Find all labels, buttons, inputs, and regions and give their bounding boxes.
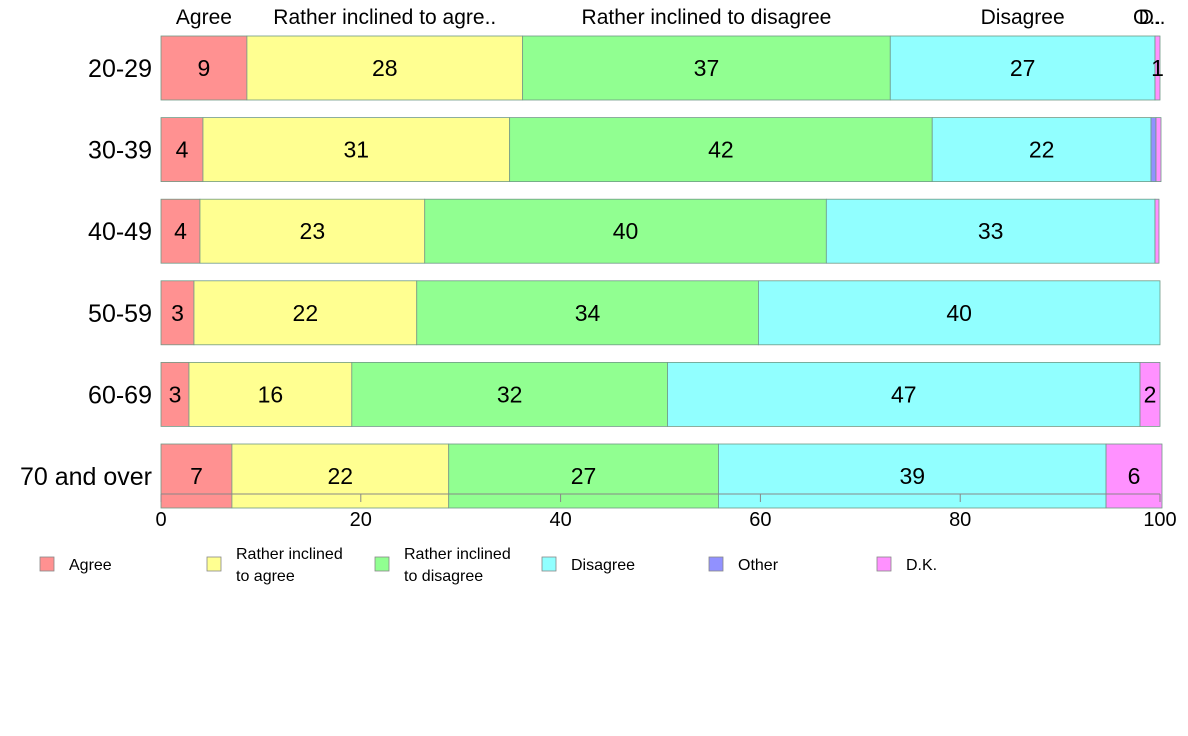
data-label: 27 <box>571 463 597 489</box>
series-top-label: O.. <box>1133 6 1161 29</box>
bar-segment <box>1139 361 1161 427</box>
legend-swatch <box>206 556 222 572</box>
data-label: 16 <box>258 381 284 407</box>
data-label: 42 <box>708 137 734 163</box>
legend-label: Agree <box>69 557 112 574</box>
data-label: 2 <box>1144 381 1157 407</box>
bar-segment <box>509 117 933 182</box>
x-tick-label: 0 <box>155 509 166 531</box>
data-label: 4 <box>174 218 187 244</box>
legend-label: to agree <box>236 568 295 585</box>
bar-segment <box>199 198 426 264</box>
data-label: 22 <box>328 463 354 489</box>
bar-segment <box>758 280 1161 346</box>
data-label: 4 <box>176 137 189 163</box>
data-label: 37 <box>694 55 720 81</box>
category-label: 40-49 <box>88 218 152 246</box>
x-tick-label: 40 <box>549 509 571 531</box>
bar-segment <box>231 443 450 509</box>
legend-label: Disagree <box>571 557 635 574</box>
bar-segment <box>448 443 719 509</box>
bar-segment <box>1150 117 1157 182</box>
data-label: 22 <box>1029 137 1055 163</box>
data-label: 9 <box>198 55 211 81</box>
data-label: 7 <box>190 463 203 489</box>
legend-label: Other <box>738 557 779 574</box>
data-label: 34 <box>575 300 601 326</box>
category-label: 60-69 <box>88 381 152 409</box>
data-label: 3 <box>169 381 182 407</box>
bar-segment <box>889 35 1156 101</box>
legend-swatch <box>39 556 55 572</box>
data-label: 32 <box>497 381 523 407</box>
bar-segment <box>416 280 759 346</box>
data-label: 40 <box>613 218 639 244</box>
bar-segment <box>1154 198 1160 264</box>
category-label: 70 and over <box>20 463 152 491</box>
category-label: 50-59 <box>88 300 152 328</box>
x-tick-label: 20 <box>350 509 372 531</box>
bar-segment <box>1105 443 1163 509</box>
legend-label: to disagree <box>404 568 483 585</box>
x-tick-label: 80 <box>949 509 971 531</box>
legend-label: Rather inclined <box>236 546 343 563</box>
bar-segment <box>202 117 511 182</box>
data-label: 39 <box>899 463 925 489</box>
bar-segment <box>931 117 1152 182</box>
legend-swatch <box>708 556 724 572</box>
data-label: 33 <box>978 218 1004 244</box>
x-tick-label: 100 <box>1143 509 1176 531</box>
bar-segment <box>351 361 668 427</box>
x-tick-label: 60 <box>749 509 771 531</box>
data-label: 28 <box>372 55 398 81</box>
legend-swatch <box>374 556 390 572</box>
legend-swatch <box>876 556 892 572</box>
bar-segment <box>246 35 524 101</box>
data-label: 31 <box>344 137 370 163</box>
data-label: 40 <box>946 300 972 326</box>
bar-segment <box>193 280 418 346</box>
bar-segment <box>160 35 248 101</box>
series-top-label: Disagree <box>981 6 1065 29</box>
legend-swatch <box>541 556 557 572</box>
bar-segment <box>825 198 1156 264</box>
data-label: 27 <box>1010 55 1036 81</box>
data-label: 3 <box>171 300 184 326</box>
legend-label: D.K. <box>906 557 937 574</box>
bar-segment <box>1155 117 1162 182</box>
series-top-label: Rather inclined to disagree <box>582 6 832 29</box>
category-label: 30-39 <box>88 137 152 165</box>
series-top-label: D.. <box>1139 6 1166 29</box>
bar-segment <box>160 280 195 346</box>
bar-segment <box>718 443 1107 509</box>
bar-segment <box>188 361 353 427</box>
series-top-label: Agree <box>176 6 232 29</box>
legend-label: Rather inclined <box>404 546 511 563</box>
series-top-label: Rather inclined to agre.. <box>273 6 496 29</box>
bar-segment <box>160 198 201 264</box>
data-label: 22 <box>293 300 319 326</box>
bar-segment <box>424 198 827 264</box>
data-label: 23 <box>300 218 326 244</box>
data-label: 47 <box>891 381 917 407</box>
data-label: 6 <box>1128 463 1141 489</box>
bar-segment <box>522 35 891 101</box>
data-label: 1 <box>1151 55 1164 81</box>
bar-segment <box>160 117 204 182</box>
bar-segment <box>1154 35 1161 101</box>
category-label: 20-29 <box>88 55 152 83</box>
